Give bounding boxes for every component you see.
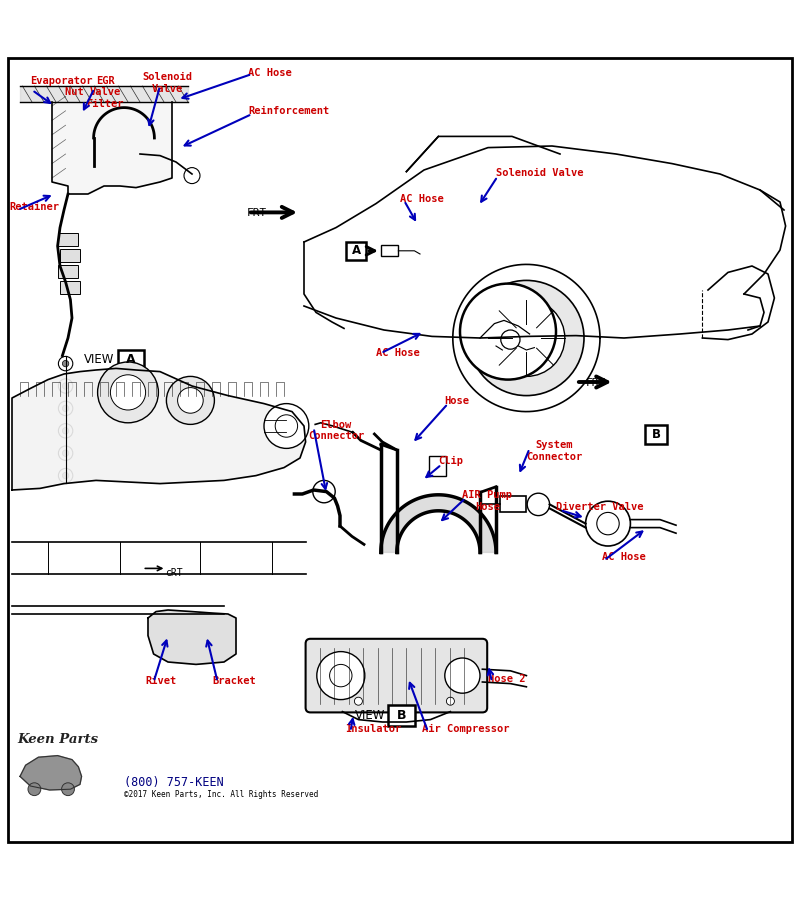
Bar — [500, 497, 526, 512]
Text: FRT: FRT — [586, 378, 606, 388]
Circle shape — [62, 472, 69, 479]
Circle shape — [58, 446, 73, 461]
Bar — [58, 233, 78, 246]
Text: Insulator: Insulator — [346, 724, 402, 733]
Bar — [429, 456, 446, 476]
Circle shape — [28, 783, 41, 796]
Polygon shape — [148, 610, 236, 664]
Bar — [346, 242, 366, 259]
Circle shape — [354, 698, 362, 706]
Circle shape — [597, 512, 619, 535]
Text: A: A — [351, 244, 361, 257]
Circle shape — [62, 450, 69, 456]
Polygon shape — [20, 756, 82, 790]
Text: EGR
Valve
Filter: EGR Valve Filter — [86, 76, 124, 109]
Circle shape — [62, 428, 69, 434]
Circle shape — [166, 376, 214, 425]
Text: B: B — [651, 428, 661, 441]
Circle shape — [62, 382, 69, 389]
Text: Evaporator
    Nut: Evaporator Nut — [30, 76, 93, 97]
Polygon shape — [20, 86, 188, 102]
Circle shape — [58, 468, 73, 482]
Text: Air Compressor: Air Compressor — [422, 724, 510, 733]
Circle shape — [445, 658, 480, 693]
Text: AC Hose: AC Hose — [400, 194, 444, 204]
Text: AC Hose: AC Hose — [602, 553, 646, 562]
Text: Solenoid Valve: Solenoid Valve — [496, 168, 583, 178]
Circle shape — [275, 415, 298, 437]
Text: Clip: Clip — [438, 456, 463, 466]
Bar — [118, 350, 144, 370]
Circle shape — [469, 281, 584, 396]
Circle shape — [586, 501, 630, 546]
Circle shape — [317, 652, 365, 699]
Text: AC Hose: AC Hose — [376, 347, 420, 357]
Text: AC Hose: AC Hose — [248, 68, 292, 77]
Text: Reinforcement: Reinforcement — [248, 106, 330, 116]
Circle shape — [62, 360, 69, 367]
Bar — [60, 281, 80, 294]
Circle shape — [58, 424, 73, 438]
Text: Keen Parts: Keen Parts — [18, 733, 98, 746]
Text: System
Connector: System Connector — [526, 440, 582, 462]
Bar — [381, 245, 398, 256]
Text: Hose 2: Hose 2 — [488, 674, 526, 684]
Text: VIEW: VIEW — [84, 354, 114, 366]
Circle shape — [110, 374, 146, 410]
Circle shape — [460, 284, 556, 380]
Circle shape — [330, 664, 352, 687]
Circle shape — [58, 379, 73, 393]
Polygon shape — [52, 102, 172, 194]
Text: (800) 757-KEEN: (800) 757-KEEN — [124, 776, 224, 788]
Bar — [645, 425, 667, 444]
Text: Retainer: Retainer — [10, 202, 59, 212]
Text: Solenoid
Valve: Solenoid Valve — [142, 72, 193, 94]
Circle shape — [527, 493, 550, 516]
FancyBboxPatch shape — [306, 639, 487, 713]
Circle shape — [264, 403, 309, 448]
Bar — [388, 706, 415, 726]
Circle shape — [512, 324, 541, 353]
Polygon shape — [12, 368, 306, 490]
Circle shape — [446, 698, 454, 706]
Circle shape — [62, 405, 69, 411]
Circle shape — [178, 388, 203, 413]
Circle shape — [98, 362, 158, 423]
Text: AIR Pump
Hose: AIR Pump Hose — [462, 490, 512, 511]
Bar — [60, 249, 80, 262]
Text: A: A — [126, 354, 136, 366]
Circle shape — [313, 481, 335, 503]
Text: FRT: FRT — [246, 209, 266, 219]
Text: Diverter Valve: Diverter Valve — [556, 502, 643, 512]
Bar — [58, 266, 78, 278]
Circle shape — [488, 300, 565, 376]
Text: Hose: Hose — [444, 396, 469, 406]
Text: Elbow
Connector: Elbow Connector — [308, 419, 364, 441]
Circle shape — [58, 356, 73, 371]
Text: VIEW: VIEW — [355, 709, 386, 722]
Text: cRT: cRT — [166, 569, 183, 579]
Circle shape — [62, 783, 74, 796]
Text: Rivet: Rivet — [146, 676, 177, 686]
Circle shape — [58, 401, 73, 416]
Circle shape — [184, 167, 200, 184]
Text: ©2017 Keen Parts, Inc. All Rights Reserved: ©2017 Keen Parts, Inc. All Rights Reserv… — [124, 790, 318, 799]
Polygon shape — [381, 495, 496, 553]
Text: B: B — [397, 709, 406, 722]
Text: Bracket: Bracket — [212, 676, 256, 686]
